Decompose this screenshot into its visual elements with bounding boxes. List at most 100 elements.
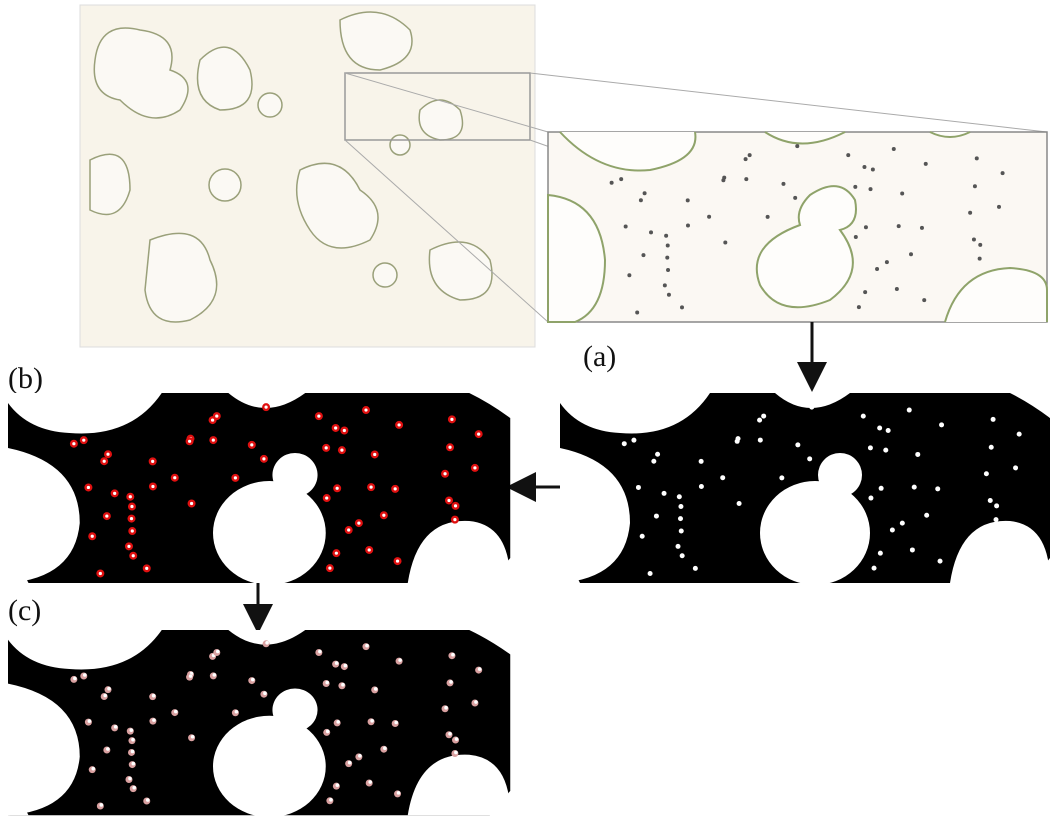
particle (885, 260, 889, 264)
zoomed-micrograph (548, 132, 1047, 322)
particle (357, 522, 360, 525)
particle (935, 486, 940, 491)
particle (920, 226, 924, 230)
particle (129, 495, 132, 498)
particle (344, 664, 348, 668)
particle (968, 211, 972, 215)
particle (757, 418, 762, 423)
particle (636, 485, 641, 490)
particle (1017, 432, 1022, 437)
particle (997, 205, 1001, 209)
particle (329, 798, 333, 802)
particle (793, 196, 797, 200)
particle (639, 198, 643, 202)
page: (a) (b) (c) (() => { const data = JSON.p… (0, 0, 1051, 821)
particle (900, 191, 904, 195)
particle (807, 456, 812, 461)
particle (915, 452, 920, 457)
particle (641, 253, 645, 257)
particle (907, 408, 912, 413)
particle (131, 762, 135, 766)
particle (128, 777, 132, 781)
particle (368, 548, 371, 551)
particle (686, 198, 690, 202)
particle (113, 492, 116, 495)
particle (215, 414, 218, 417)
particle (444, 706, 448, 710)
particle (989, 445, 994, 450)
particle (151, 485, 154, 488)
particle (890, 528, 895, 533)
particle (938, 559, 943, 564)
particle (212, 438, 215, 441)
particle (863, 290, 867, 294)
particle (130, 517, 133, 520)
particle (448, 732, 452, 736)
particle (396, 559, 399, 562)
particle (335, 552, 338, 555)
particle (707, 215, 711, 219)
particle (211, 418, 214, 421)
particle (188, 440, 191, 443)
particle (325, 496, 328, 499)
particle (988, 498, 993, 503)
particle (868, 445, 873, 450)
micrograph (80, 5, 535, 347)
particle (234, 476, 237, 479)
particle (394, 721, 398, 725)
particle (373, 453, 376, 456)
particle (190, 502, 193, 505)
particle (922, 298, 926, 302)
particle (477, 432, 480, 435)
particle (878, 551, 883, 556)
particle (394, 487, 397, 490)
particle (369, 486, 372, 489)
particle (87, 486, 90, 489)
particle (265, 641, 269, 645)
particle (781, 182, 785, 186)
particle (370, 719, 374, 723)
particle (250, 443, 253, 446)
particle (622, 441, 627, 446)
particle (83, 673, 87, 677)
particle (328, 567, 331, 570)
particle (348, 761, 352, 765)
particle (82, 439, 85, 442)
particle (680, 305, 684, 309)
particle (924, 513, 929, 518)
particle (336, 783, 340, 787)
particle (666, 268, 670, 272)
particle (853, 185, 857, 189)
particle (761, 414, 766, 419)
particle (631, 438, 636, 443)
particle (939, 422, 944, 427)
particle (145, 567, 148, 570)
particle (912, 485, 917, 490)
particle (857, 305, 861, 309)
particle (106, 747, 110, 751)
particle (152, 718, 156, 722)
panel-label: (c) (8, 594, 41, 627)
particle (325, 681, 329, 685)
particle (758, 438, 763, 443)
particle (105, 514, 108, 517)
particle (106, 453, 109, 456)
particle (686, 223, 690, 227)
particle (146, 798, 150, 802)
zoom-line (530, 73, 1047, 132)
particle (879, 486, 884, 491)
particle (91, 767, 95, 771)
particle (699, 459, 704, 464)
particle (131, 738, 135, 742)
particle (454, 504, 457, 507)
particle (454, 751, 458, 755)
particle (88, 719, 92, 723)
particle (325, 446, 328, 449)
particle (677, 494, 682, 499)
particle (374, 687, 378, 691)
particle (720, 475, 725, 480)
particle (107, 687, 111, 691)
particle (651, 459, 656, 464)
particle (643, 191, 647, 195)
particle (173, 476, 176, 479)
